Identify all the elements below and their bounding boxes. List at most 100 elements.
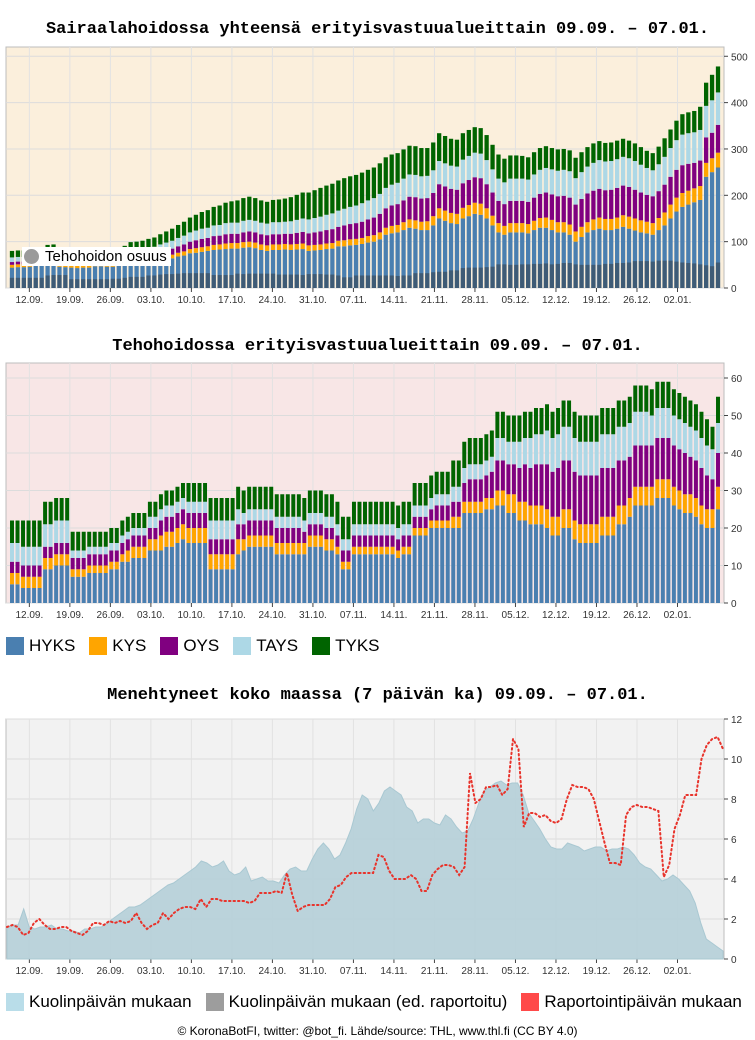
bar-icu-share [555, 263, 560, 288]
bar-tyks [140, 240, 145, 250]
bar-kys [217, 244, 222, 250]
bar-hyks [589, 543, 594, 603]
bar-oys [528, 468, 533, 506]
bar-icu-share [389, 275, 394, 288]
bar-kys [291, 543, 296, 555]
bar-tays [423, 505, 428, 517]
bar-tyks [425, 148, 430, 176]
bar-hyks [131, 558, 136, 603]
bar-oys [109, 550, 114, 562]
bar-kys [556, 516, 561, 536]
bar-tays [704, 445, 709, 476]
bar-hyks [377, 239, 382, 288]
y-tick-label: 2 [731, 915, 737, 926]
bar-kys [567, 509, 572, 528]
bar-hyks [627, 516, 632, 603]
bar-tays [490, 169, 495, 193]
bar-hyks [390, 554, 395, 603]
bar-icu-share [104, 279, 110, 288]
bar-tyks [235, 200, 240, 223]
bar-tays [136, 528, 141, 536]
bar-tyks [365, 169, 371, 201]
bar-kys [686, 190, 691, 205]
bar-tays [688, 426, 693, 457]
x-tick-label: 14.11. [380, 610, 407, 620]
bar-tyks [142, 513, 147, 528]
bar-hyks [192, 543, 197, 603]
bar-kys [456, 516, 461, 528]
bar-kys [671, 486, 676, 506]
bar-icu-share [543, 263, 549, 288]
bar-kys [75, 265, 80, 269]
bar-tays [585, 166, 590, 194]
legend-label: KYS [112, 636, 147, 655]
bar-tyks [567, 150, 572, 172]
bar-oys [704, 475, 709, 510]
bar-tays [65, 520, 70, 543]
bar-tays [715, 92, 721, 125]
bar-oys [340, 550, 345, 562]
bar-tyks [324, 494, 329, 517]
bar-icu-share [170, 274, 175, 288]
bar-oys [666, 438, 671, 480]
bar-tyks [336, 180, 341, 211]
bar-hyks [33, 265, 38, 288]
bar-kys [69, 264, 74, 268]
bar-oys [478, 479, 483, 502]
bar-tyks [506, 415, 511, 442]
bar-hyks [506, 513, 511, 603]
x-tick-label: 12.09. [15, 295, 43, 306]
bar-kys [644, 486, 649, 506]
bar-kys [288, 244, 293, 250]
bar-hyks [365, 242, 371, 288]
bar-kys [37, 576, 42, 588]
bar-tyks [490, 144, 495, 170]
bar-tays [253, 220, 258, 233]
bar-oys [549, 194, 555, 220]
bar-kys [650, 223, 655, 235]
bar-oys [87, 554, 92, 566]
bar-tyks [187, 217, 193, 233]
bar-hyks [425, 230, 430, 288]
bar-hyks [9, 267, 15, 288]
bar-oys [371, 217, 377, 236]
bar-tays [401, 178, 406, 201]
bar-oys [294, 232, 299, 244]
y-tick-label: 6 [731, 835, 737, 846]
bar-tyks [43, 501, 48, 525]
bar-kys [318, 244, 323, 250]
bar-tyks [462, 441, 467, 468]
bar-hyks [478, 513, 483, 603]
bar-tyks [389, 154, 394, 185]
bar-icu-share [353, 275, 359, 288]
bar-oys [241, 232, 246, 243]
bar-tyks [401, 501, 406, 525]
y-tick-label: 40 [731, 449, 743, 460]
bar-tyks [252, 486, 257, 510]
bar-oys [147, 528, 152, 540]
bar-tyks [318, 187, 323, 217]
legend-item-tays: TAYS [233, 636, 298, 656]
bar-tyks [253, 198, 258, 221]
bar-hyks [668, 218, 673, 288]
bar-tyks [247, 486, 252, 510]
x-tick-label: 07.11. [340, 295, 367, 306]
bar-icu-share [92, 279, 98, 288]
bar-tays [686, 133, 691, 164]
bar-oys [496, 200, 501, 224]
bar-hyks [230, 569, 235, 603]
bar-oys [533, 464, 538, 506]
bar-kys [92, 565, 97, 573]
x-tick-label: 05.12. [502, 610, 530, 620]
bar-oys [539, 464, 544, 506]
bar-icu-share [223, 275, 228, 288]
bar-hyks [662, 225, 667, 288]
x-tick-label: 17.10. [218, 610, 246, 620]
bar-hyks [579, 237, 584, 288]
bar-kys [300, 243, 305, 250]
bar-hyks [616, 524, 621, 603]
bar-hyks [520, 232, 525, 288]
bar-oys [288, 233, 293, 245]
bar-hyks [649, 505, 654, 603]
bar-oys [374, 535, 379, 547]
